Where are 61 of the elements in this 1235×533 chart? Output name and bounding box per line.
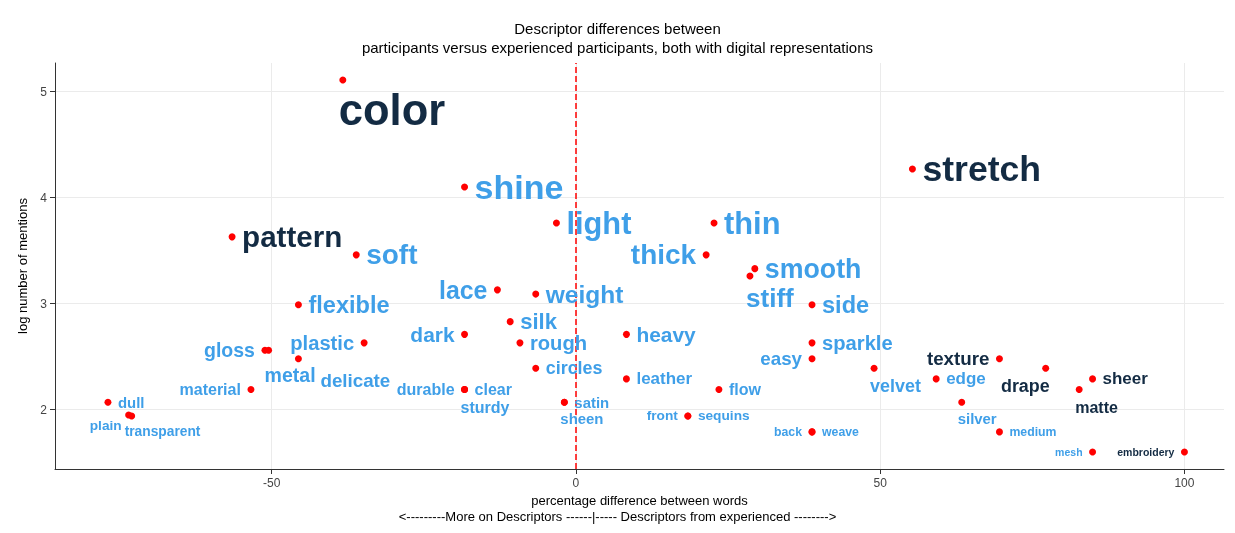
data-label: dull — [117, 393, 145, 411]
x-tick-label: 0 — [572, 476, 580, 490]
data-label: weave — [821, 424, 860, 439]
data-label: flexible — [308, 291, 390, 318]
y-tick-label: 2 — [40, 402, 48, 417]
data-label: easy — [760, 348, 803, 370]
data-label: embroidery — [1117, 446, 1175, 459]
text: <---------More on Descriptors ------|----- Descriptors from experienced --------> — [398, 509, 837, 524]
data-label: thick — [630, 239, 697, 271]
data-label: silver — [957, 410, 997, 428]
y-tick-label: 3 — [40, 296, 48, 311]
data-label: delicate — [320, 370, 391, 392]
data-label: plastic — [290, 331, 355, 354]
data-label: stretch — [922, 149, 1042, 190]
data-label: mesh — [1055, 446, 1083, 459]
chart-subtitle: participants versus experienced participants, both with digital representations — [361, 39, 874, 56]
data-label: light — [566, 205, 632, 241]
data-label: metal — [264, 364, 316, 387]
data-label: sequins — [697, 408, 750, 424]
x-tick-label: 50 — [873, 476, 888, 490]
data-label: durable — [396, 380, 455, 399]
data-label: clear — [474, 380, 512, 399]
y-tick-label: 5 — [40, 84, 48, 99]
data-label: dark — [410, 322, 455, 346]
data-label: shine — [474, 168, 564, 207]
x-tick-label: 100 — [1174, 476, 1195, 490]
y-axis-title: log number of mentions — [15, 197, 30, 334]
data-label: satin — [574, 393, 610, 411]
data-label: back — [774, 424, 803, 439]
data-label: medium — [1009, 424, 1057, 439]
data-label: pattern — [242, 220, 343, 254]
data-label: stiff — [745, 282, 795, 313]
data-label: drape — [1000, 376, 1050, 397]
data-label: color — [338, 85, 446, 134]
data-label: texture — [926, 348, 990, 370]
data-label: sheer — [1102, 369, 1149, 389]
data-label: side — [822, 291, 870, 318]
data-label: smooth — [764, 253, 862, 284]
data-label: gloss — [203, 339, 256, 362]
data-label: sheen — [560, 410, 604, 428]
data-label: leather — [636, 369, 693, 389]
data-label: front — [646, 408, 679, 424]
data-label: circles — [545, 358, 603, 379]
data-label: flow — [728, 380, 762, 399]
chart-title: Descriptor differences between — [514, 20, 721, 37]
data-label: transparent — [124, 423, 201, 439]
data-label: velvet — [870, 376, 921, 397]
x-tick-label: -50 — [262, 476, 281, 490]
data-label: weight — [544, 280, 624, 308]
data-label: matte — [1075, 397, 1119, 416]
x-axis-title: percentage difference between words — [531, 492, 749, 508]
data-label: soft — [366, 239, 418, 271]
data-label: material — [179, 380, 241, 399]
data-label: sturdy — [460, 397, 510, 416]
y-tick-label: 4 — [40, 190, 48, 205]
data-label: thin — [724, 205, 781, 241]
data-label: sparkle — [822, 331, 893, 354]
data-label: plain — [89, 418, 122, 434]
data-label: edge — [946, 369, 986, 389]
data-label: lace — [438, 275, 488, 304]
data-label: heavy — [636, 322, 697, 346]
